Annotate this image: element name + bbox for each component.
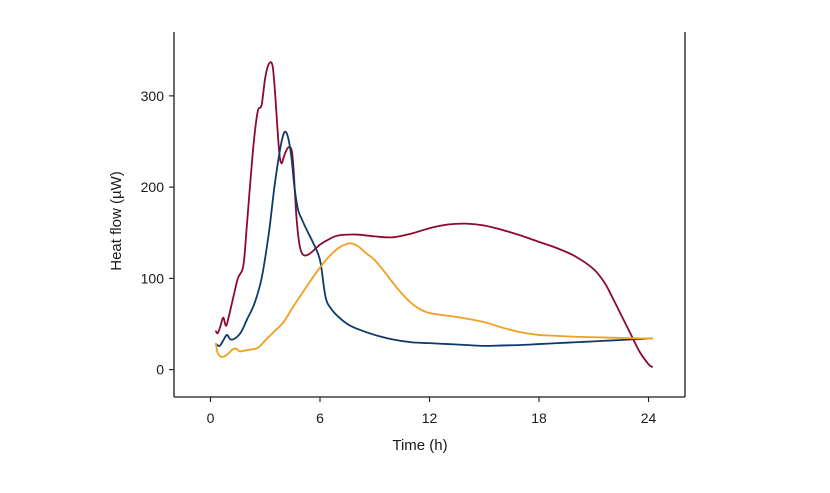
y-ticks: 0 100 200 300	[141, 88, 174, 378]
series-layer	[215, 61, 654, 368]
x-ticks: 0 6 12 18 24	[207, 397, 657, 426]
series-line-2	[215, 130, 654, 347]
y-axis-title: Heat flow (µW)	[108, 171, 125, 271]
y-tick-label: 200	[141, 179, 165, 195]
x-tick-label: 24	[641, 410, 657, 426]
x-tick-label: 6	[316, 410, 324, 426]
y-tick-label: 0	[156, 362, 164, 378]
series-line-3	[215, 242, 654, 358]
x-tick-label: 0	[207, 410, 215, 426]
x-tick-label: 18	[531, 410, 547, 426]
series-line-1	[215, 61, 654, 368]
axes	[173, 32, 686, 398]
y-tick-label: 300	[141, 88, 165, 104]
x-axis-title: Time (h)	[392, 437, 447, 454]
y-tick-label: 100	[141, 270, 165, 286]
x-tick-label: 12	[422, 410, 438, 426]
